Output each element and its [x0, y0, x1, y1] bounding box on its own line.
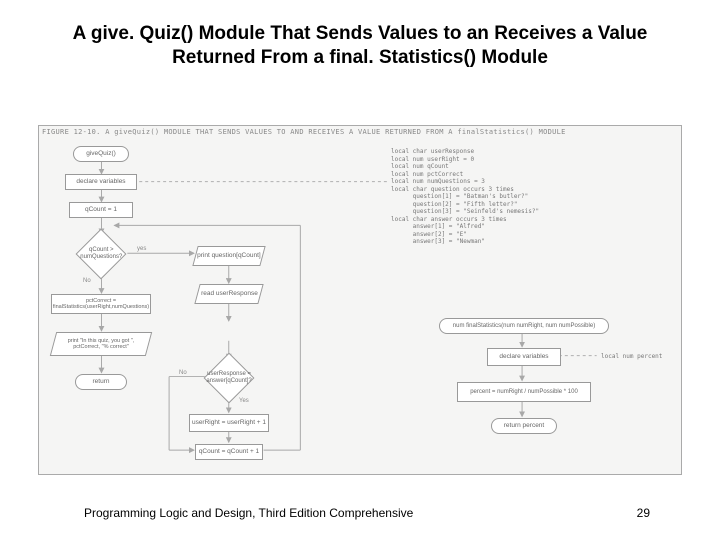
- node-start-right: num finalStatistics(num numRight, num nu…: [439, 318, 609, 334]
- node-call-stats: pctCorrect = finalStatistics(userRight,n…: [51, 294, 151, 314]
- node-print-result: print "In this quiz, you got ", pctCorre…: [50, 332, 152, 356]
- declare-right-annotation: local num percent: [601, 353, 662, 361]
- node-decision2: userResponse = answer[qCount]?: [204, 353, 255, 404]
- node-declare-left: declare variables: [65, 174, 137, 190]
- label-d2-no: No: [179, 370, 187, 376]
- label-d2-yes: Yes: [239, 398, 249, 404]
- node-print-question: print question[qCount]: [192, 246, 265, 266]
- node-decision1: qCount > numQuestions?: [76, 229, 127, 280]
- page-number: 29: [637, 506, 650, 520]
- label-d1-yes: yes: [137, 246, 146, 252]
- declarations-annotation: local char userResponse local num userRi…: [391, 148, 539, 246]
- node-start-left: giveQuiz(): [73, 146, 129, 162]
- node-calc: percent = numRight / numPossible * 100: [457, 382, 591, 402]
- node-declare-right: declare variables: [487, 348, 561, 366]
- node-read-response: read userResponse: [194, 284, 263, 304]
- node-return-right: return percent: [491, 418, 557, 434]
- node-init: qCount = 1: [69, 202, 133, 218]
- figure-caption: FIGURE 12-10. A giveQuiz() MODULE THAT S…: [42, 128, 566, 136]
- label-d1-no: No: [83, 278, 91, 284]
- node-return-left: return: [75, 374, 127, 390]
- page-title: A give. Quiz() Module That Sends Values …: [0, 0, 720, 80]
- figure-container: giveQuiz() declare variables qCount = 1 …: [38, 125, 682, 475]
- node-inc-count: qCount = qCount + 1: [195, 444, 263, 460]
- node-inc-right: userRight = userRight + 1: [189, 414, 269, 432]
- footer-text: Programming Logic and Design, Third Edit…: [84, 506, 413, 520]
